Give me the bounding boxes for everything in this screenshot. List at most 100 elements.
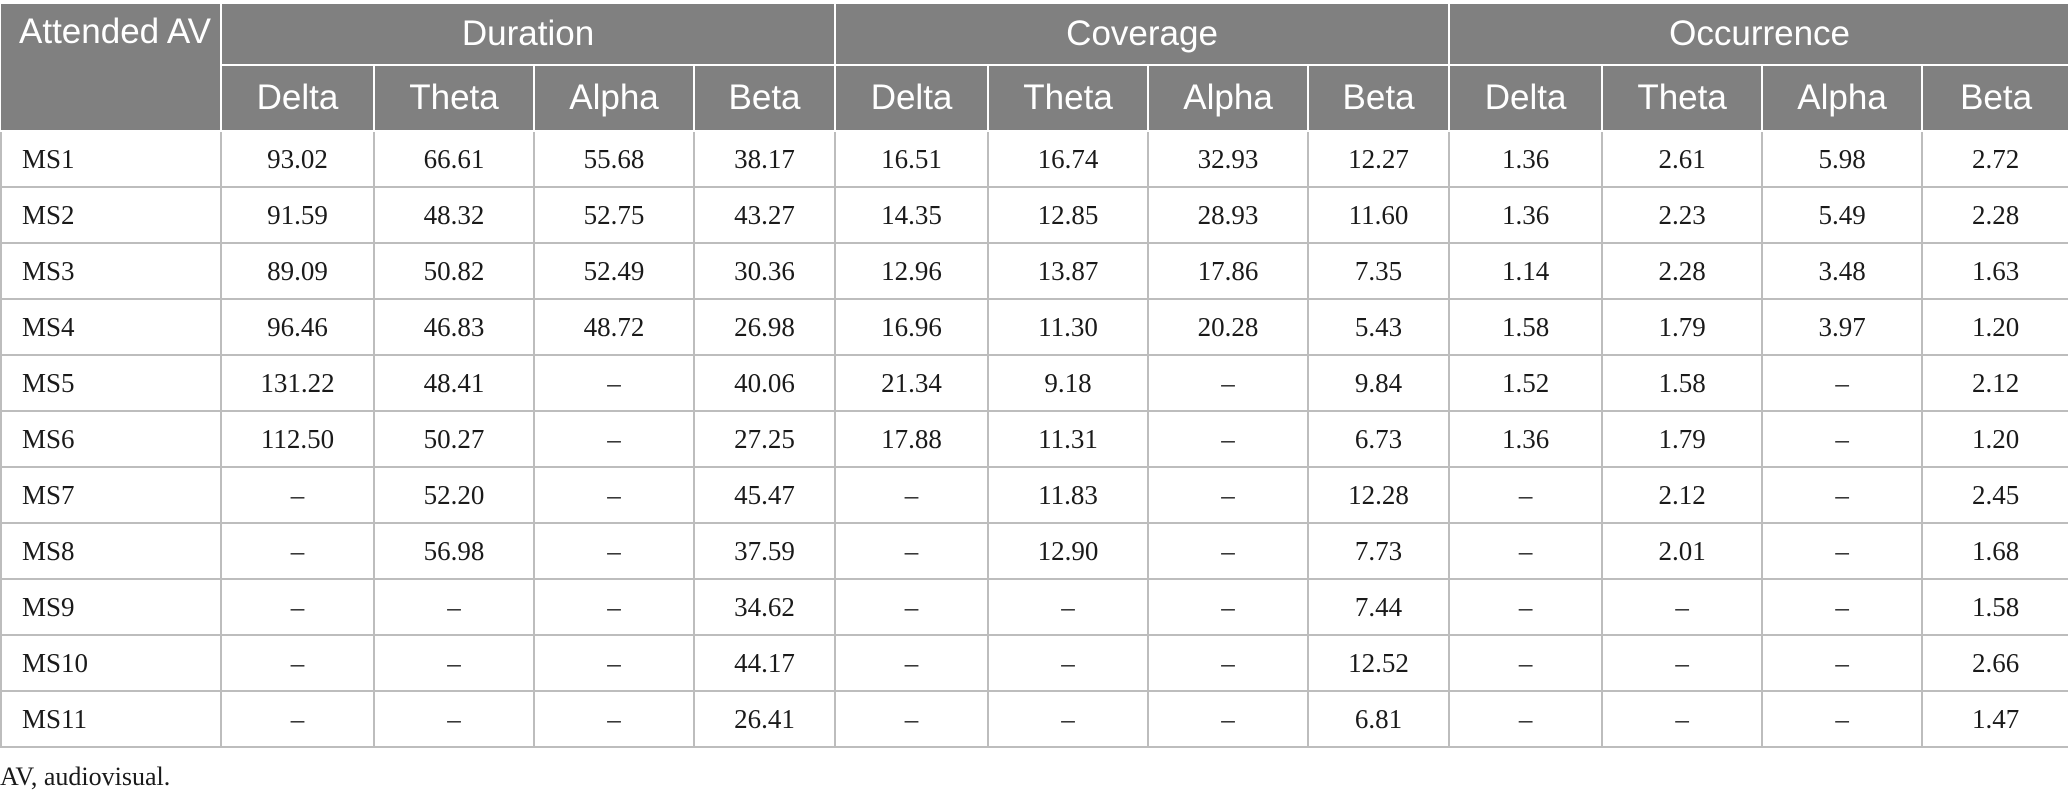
table-cell: – xyxy=(1761,690,1924,748)
table-row: MS1 93.02 66.61 55.68 38.17 16.51 16.74 32.93 12… xyxy=(0,130,2068,188)
table-cell: 3.48 xyxy=(1761,242,1924,300)
table-header: Attended AV Duration Coverage Occurrence… xyxy=(1,4,2068,132)
table-cell: – xyxy=(834,690,990,748)
group-header-occurrence: Occurrence xyxy=(1448,4,2068,66)
table-cell: 2.23 xyxy=(1601,186,1764,244)
table-cell: – xyxy=(1147,522,1310,580)
table-cell: 16.74 xyxy=(987,130,1150,188)
table-cell: 50.82 xyxy=(373,242,535,300)
corner-header: Attended AV xyxy=(1,4,222,132)
table-cell: 52.75 xyxy=(533,186,695,244)
table-cell: 52.49 xyxy=(533,242,695,300)
row-label: MS1 xyxy=(0,130,222,188)
row-label: MS6 xyxy=(0,410,222,468)
row-label: MS10 xyxy=(0,634,222,692)
table-row: MS7–52.20–45.47–11.83–12.28–2.12–2.45 xyxy=(0,466,2068,524)
table-cell: 11.60 xyxy=(1307,186,1451,244)
band-header: Delta xyxy=(220,65,375,132)
table-cell: 43.27 xyxy=(692,186,837,244)
table-cell: – xyxy=(1147,690,1310,748)
table-cell: – xyxy=(1147,578,1310,636)
table-cell: 56.98 xyxy=(373,522,535,580)
row-label: MS4 xyxy=(0,298,222,356)
table-cell: 50.27 xyxy=(373,410,535,468)
table-cell: 48.72 xyxy=(533,298,695,356)
table-cell: – xyxy=(220,466,375,524)
table-cell: 91.59 xyxy=(220,186,375,244)
table-cell: – xyxy=(220,522,375,580)
band-header: Beta xyxy=(1921,65,2068,132)
table-cell: 89.09 xyxy=(220,242,375,300)
table-cell: 96.46 xyxy=(220,298,375,356)
table-cell: 1.36 xyxy=(1448,130,1604,188)
table-cell: 21.34 xyxy=(834,354,990,412)
table-cell: 16.96 xyxy=(834,298,990,356)
table-cell: 1.63 xyxy=(1921,242,2068,300)
table-cell: 2.61 xyxy=(1601,130,1764,188)
table-cell: 2.01 xyxy=(1601,522,1764,580)
table-cell: 2.12 xyxy=(1601,466,1764,524)
table-cell: 48.32 xyxy=(373,186,535,244)
table-cell: 52.20 xyxy=(373,466,535,524)
table-cell: 48.41 xyxy=(373,354,535,412)
band-header: Alpha xyxy=(1761,65,1924,132)
row-label: MS5 xyxy=(0,354,222,412)
table-cell: 12.85 xyxy=(987,186,1150,244)
table-cell: 14.35 xyxy=(834,186,990,244)
table-cell: 17.86 xyxy=(1147,242,1310,300)
table-cell: 11.31 xyxy=(987,410,1150,468)
table-cell: – xyxy=(987,690,1150,748)
table-cell: – xyxy=(1448,466,1604,524)
band-header: Theta xyxy=(987,65,1150,132)
table-cell: 5.43 xyxy=(1307,298,1451,356)
table-cell: 1.79 xyxy=(1601,410,1764,468)
table-cell: 1.36 xyxy=(1448,410,1604,468)
table-cell: 112.50 xyxy=(220,410,375,468)
table-cell: – xyxy=(533,522,695,580)
header-group-row: Attended AV Duration Coverage Occurrence xyxy=(1,4,2068,132)
table-cell: 9.84 xyxy=(1307,354,1451,412)
table-cell: 12.27 xyxy=(1307,130,1451,188)
table-row: MS5 131.22 48.41–40.06 21.34 9.18–9.84 1.52 1.… xyxy=(0,354,2068,412)
table-cell: 5.49 xyxy=(1761,186,1924,244)
table-cell: 17.88 xyxy=(834,410,990,468)
table-cell: – xyxy=(987,578,1150,636)
table-cell: – xyxy=(834,522,990,580)
table-cell: – xyxy=(1147,410,1310,468)
row-label: MS7 xyxy=(0,466,222,524)
microstate-table: Attended AV Duration Coverage Occurrence… xyxy=(0,4,2068,748)
table-footnote: AV, audiovisual. xyxy=(0,762,171,791)
table-cell: 28.93 xyxy=(1147,186,1310,244)
table-cell: – xyxy=(1761,410,1924,468)
table-cell: 13.87 xyxy=(987,242,1150,300)
table-cell: – xyxy=(373,634,535,692)
row-label: MS8 xyxy=(0,522,222,580)
table-cell: 26.98 xyxy=(692,298,837,356)
table-body: MS1 93.02 66.61 55.68 38.17 16.51 16.74 32.93 12… xyxy=(0,130,2068,748)
table-cell: – xyxy=(1147,634,1310,692)
table-cell: 66.61 xyxy=(373,130,535,188)
table-cell: 1.68 xyxy=(1921,522,2068,580)
table-cell: – xyxy=(834,466,990,524)
table-cell: 12.96 xyxy=(834,242,990,300)
table-cell: – xyxy=(373,690,535,748)
table-cell: 20.28 xyxy=(1147,298,1310,356)
table-cell: – xyxy=(533,466,695,524)
table-cell: – xyxy=(533,354,695,412)
table-cell: 44.17 xyxy=(692,634,837,692)
table-cell: 1.47 xyxy=(1921,690,2068,748)
table-cell: – xyxy=(1448,634,1604,692)
table-cell: – xyxy=(220,634,375,692)
row-label: MS2 xyxy=(0,186,222,244)
group-header-coverage: Coverage xyxy=(834,4,1451,66)
table-cell: 11.30 xyxy=(987,298,1150,356)
header-band-row: Delta Theta Alpha Beta Delta Theta Alpha… xyxy=(1,65,2068,132)
table-cell: – xyxy=(1761,578,1924,636)
table-cell: – xyxy=(220,578,375,636)
table-cell: – xyxy=(834,634,990,692)
table-row: MS6 112.50 50.27–27.25 17.88 11.31–6.73 1.36 1… xyxy=(0,410,2068,468)
table-cell: 37.59 xyxy=(692,522,837,580)
group-header-duration: Duration xyxy=(219,4,837,66)
table-cell: – xyxy=(1448,690,1604,748)
table-cell: 2.66 xyxy=(1921,634,2068,692)
